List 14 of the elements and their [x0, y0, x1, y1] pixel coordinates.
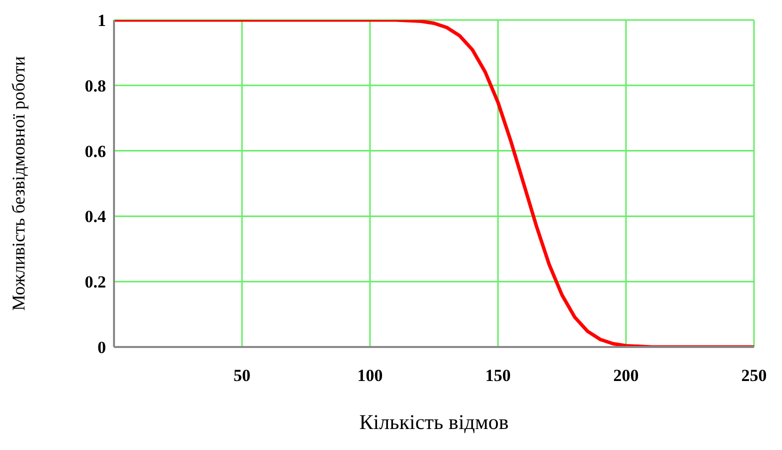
line-series: [114, 20, 754, 347]
y-tick-label: 0.8: [84, 76, 106, 96]
y-axis-title: Можливість безвідмовної роботи: [8, 56, 28, 311]
y-tick-label: 0: [98, 338, 106, 358]
x-tick-label: 250: [741, 366, 767, 386]
x-tick-label: 150: [485, 366, 511, 386]
x-tick-label: 50: [234, 366, 250, 386]
x-tick-label: 100: [357, 366, 383, 386]
y-tick-label: 0.6: [84, 142, 106, 161]
y-tick-label: 0.4: [84, 207, 106, 226]
x-axis-title: Кількість відмов: [359, 410, 509, 434]
x-tick-label: 200: [613, 366, 639, 386]
y-tick-label: 0.2: [84, 272, 106, 292]
y-tick-label: 1: [98, 11, 106, 30]
